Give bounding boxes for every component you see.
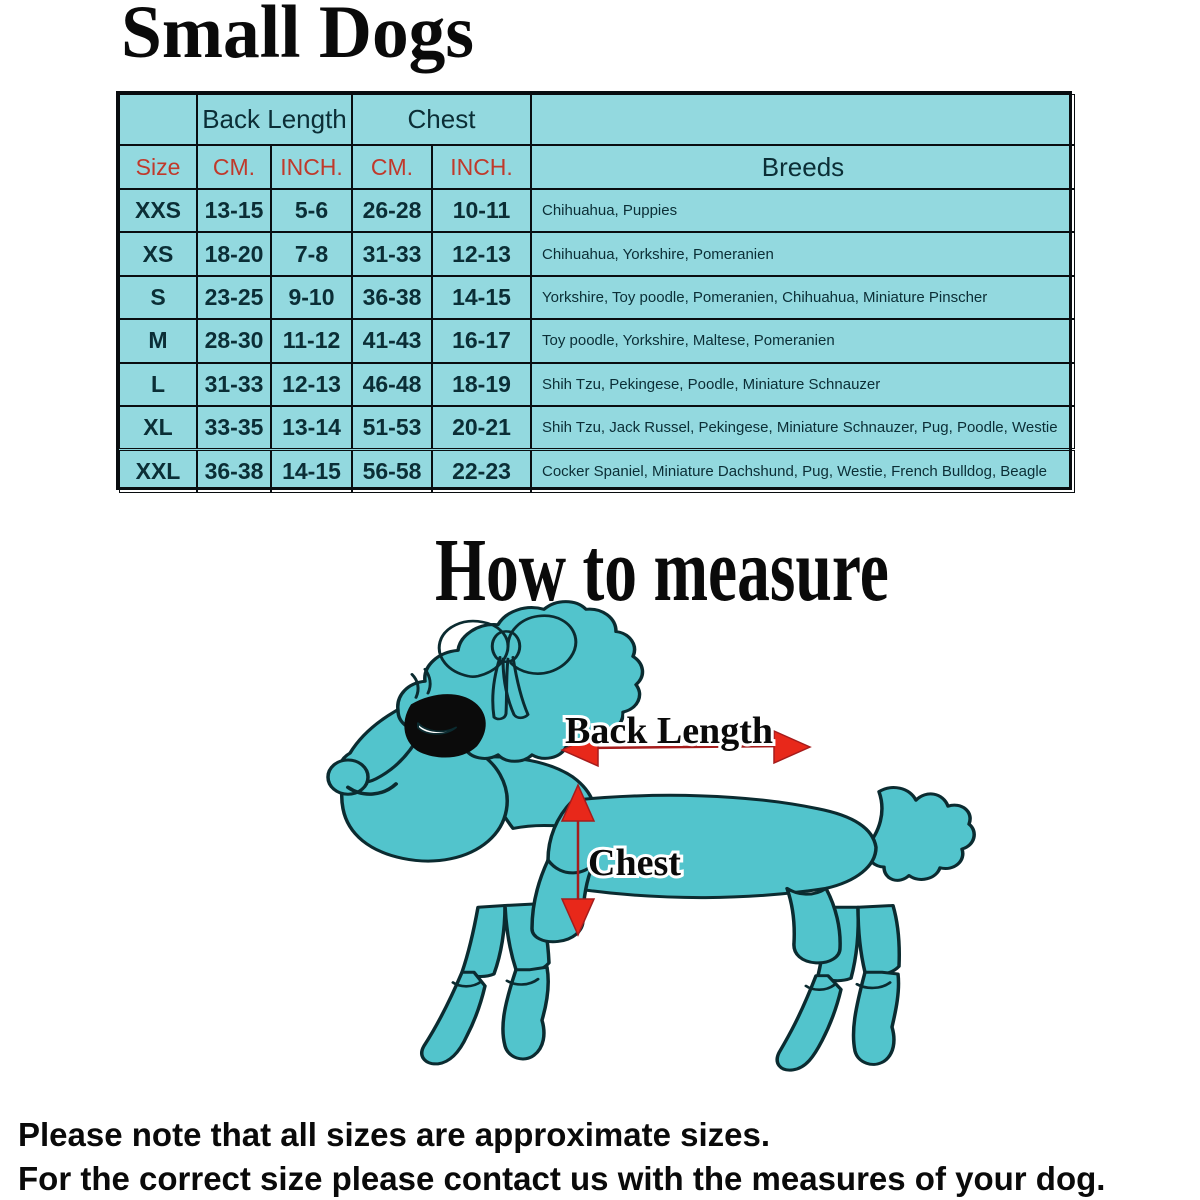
svg-text:Back Length: Back Length bbox=[565, 710, 773, 752]
svg-text:Chest: Chest bbox=[588, 842, 681, 884]
